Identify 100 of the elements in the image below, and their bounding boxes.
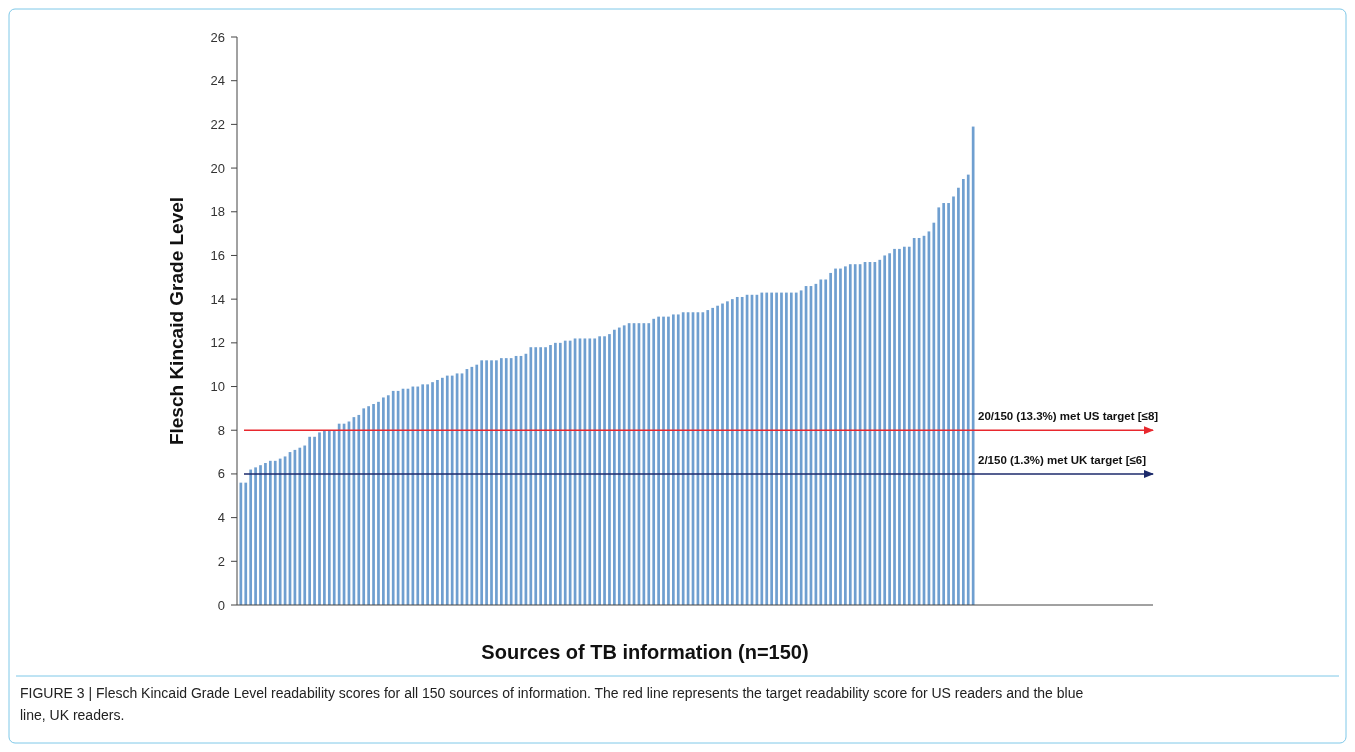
bar — [544, 347, 547, 605]
x-axis-title: Sources of TB information (n=150) — [481, 641, 809, 663]
bar — [740, 296, 744, 605]
y-tick-label: 26 — [210, 29, 225, 45]
bar — [372, 404, 375, 605]
bar — [952, 196, 955, 605]
bar — [382, 397, 385, 605]
bar — [254, 467, 257, 605]
bar — [785, 292, 788, 605]
bar — [613, 329, 616, 605]
bar — [617, 327, 621, 605]
bar — [721, 303, 724, 605]
bar — [377, 401, 380, 605]
bar — [667, 316, 670, 605]
bar — [937, 207, 941, 605]
bar — [485, 360, 488, 605]
y-tick-label: 22 — [210, 116, 225, 132]
bar — [839, 268, 842, 605]
bar — [239, 482, 243, 605]
y-tick-label: 18 — [210, 204, 225, 220]
bar — [652, 318, 656, 605]
bar — [878, 259, 882, 605]
bar — [332, 430, 336, 605]
bar — [470, 366, 474, 605]
bar — [829, 272, 832, 605]
bar — [426, 384, 429, 605]
y-axis-title: Flesch Kincaid Grade Level — [166, 196, 187, 446]
bar — [416, 386, 420, 605]
bar — [676, 314, 680, 605]
bar — [558, 342, 562, 605]
bar — [947, 203, 950, 605]
bar — [549, 345, 552, 605]
y-tick-label: 2 — [217, 553, 225, 569]
bar — [504, 358, 508, 605]
bar — [264, 463, 267, 605]
bar — [971, 126, 975, 605]
bar — [303, 445, 307, 605]
bar — [780, 292, 783, 605]
bar — [961, 179, 965, 605]
bar — [490, 360, 493, 605]
bar — [554, 342, 557, 605]
ref-line-label: 20/150 (13.3%) met US target [≤8] — [978, 410, 1159, 423]
bar — [608, 334, 611, 605]
bar — [760, 292, 764, 605]
bar — [441, 377, 444, 605]
bar — [966, 174, 970, 605]
bar — [298, 447, 302, 605]
bar — [647, 323, 651, 605]
bar — [563, 340, 567, 605]
bar — [824, 279, 828, 605]
bar — [957, 187, 960, 605]
bar — [327, 430, 331, 605]
bar — [588, 338, 592, 605]
bar — [819, 279, 823, 605]
bar — [529, 347, 533, 605]
bar — [657, 316, 660, 605]
y-tick-label: 12 — [210, 335, 225, 351]
bar — [907, 246, 911, 605]
bar — [716, 305, 719, 605]
bar — [942, 203, 946, 605]
bar — [259, 465, 262, 605]
bar — [903, 246, 906, 605]
bar — [391, 390, 395, 605]
bar — [509, 358, 513, 605]
y-tick-label: 6 — [217, 466, 225, 482]
y-tick-label: 0 — [217, 597, 225, 613]
ref-line-label: 2/150 (1.3%) met UK target [≤6] — [978, 453, 1147, 466]
bar — [431, 382, 434, 605]
bar — [834, 268, 837, 605]
bar — [888, 253, 891, 605]
bar — [912, 237, 916, 605]
bar — [622, 325, 626, 605]
caption: FIGURE 3 | Flesch Kincaid Grade Level readability scores for all 150 sources of information. The red line represents the target readability score for US readers and the blue line, UK readers. — [20, 685, 1084, 723]
bar — [893, 248, 896, 605]
bar — [730, 299, 734, 605]
bar — [450, 375, 454, 605]
bar — [726, 301, 729, 605]
bar — [848, 264, 852, 605]
bar — [323, 430, 326, 605]
bar — [273, 460, 277, 605]
bar — [495, 360, 498, 605]
y-tick-label: 24 — [210, 73, 225, 89]
bar — [735, 296, 739, 605]
bar — [244, 482, 248, 605]
bar — [706, 310, 710, 605]
bar — [308, 436, 311, 605]
bar — [711, 307, 715, 605]
bar — [445, 375, 449, 605]
bar — [249, 469, 253, 605]
bar — [480, 360, 484, 605]
bar — [268, 460, 272, 605]
bar — [278, 458, 282, 605]
y-tick-label: 14 — [210, 291, 225, 307]
y-tick-label: 10 — [210, 379, 225, 395]
bar — [883, 255, 887, 605]
bar — [681, 312, 685, 605]
bar — [534, 347, 538, 605]
bar — [475, 364, 479, 605]
bar — [789, 292, 793, 605]
bar — [318, 432, 321, 605]
